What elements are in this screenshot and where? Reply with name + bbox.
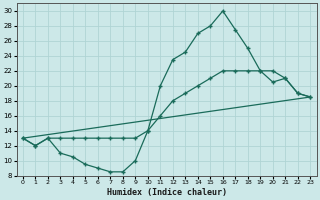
X-axis label: Humidex (Indice chaleur): Humidex (Indice chaleur) (107, 188, 227, 197)
